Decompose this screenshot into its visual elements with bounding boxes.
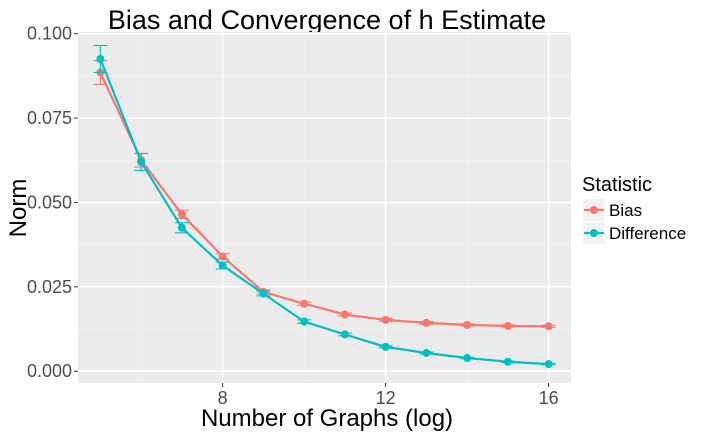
x-tick-label: 16 — [539, 388, 559, 408]
y-axis-label: Norm — [5, 179, 32, 238]
y-axis: 0.000 0.025 0.050 0.075 0.100 — [27, 24, 78, 381]
data-point — [218, 261, 227, 270]
data-point — [422, 348, 431, 357]
series-difference — [93, 44, 556, 369]
data-point — [503, 321, 512, 330]
data-point — [218, 252, 227, 261]
data-point — [381, 315, 390, 324]
data-point — [340, 310, 349, 319]
legend-title: Statistic — [582, 174, 652, 196]
data-point — [463, 320, 472, 329]
x-tick-label: 12 — [376, 388, 396, 408]
data-point — [96, 55, 105, 63]
legend-label: Bias — [609, 201, 642, 220]
series-layer — [93, 44, 556, 369]
legend-key-point — [590, 229, 598, 237]
grid-minor — [78, 32, 571, 383]
legend-key-point — [590, 206, 598, 214]
data-point — [463, 354, 472, 363]
x-axis: 8 12 16 — [218, 383, 559, 408]
data-point — [177, 210, 186, 219]
data-point — [300, 317, 309, 326]
data-point — [503, 357, 512, 366]
y-tick-label: 0.000 — [27, 361, 72, 381]
grid-major — [78, 32, 571, 383]
data-point — [259, 289, 268, 298]
data-point — [300, 299, 309, 308]
data-point — [340, 330, 349, 339]
x-axis-label: Number of Graphs (log) — [201, 405, 453, 432]
data-point — [422, 318, 431, 327]
data-point — [544, 322, 553, 331]
data-point — [381, 342, 390, 351]
chart-title: Bias and Convergence of h Estimate — [108, 5, 546, 35]
series-line — [99, 72, 549, 328]
x-tick-label: 8 — [218, 388, 228, 408]
y-tick-label: 0.075 — [27, 108, 72, 128]
data-point — [137, 157, 146, 166]
plot-panel — [78, 32, 571, 383]
series-line — [99, 58, 549, 366]
y-tick-label: 0.025 — [27, 277, 72, 297]
legend: Statistic Bias Difference — [582, 174, 686, 244]
legend-label: Difference — [609, 224, 686, 243]
data-point — [177, 223, 186, 232]
data-point — [544, 360, 553, 369]
y-tick-label: 0.050 — [27, 192, 72, 212]
y-tick-label: 0.100 — [27, 24, 72, 44]
